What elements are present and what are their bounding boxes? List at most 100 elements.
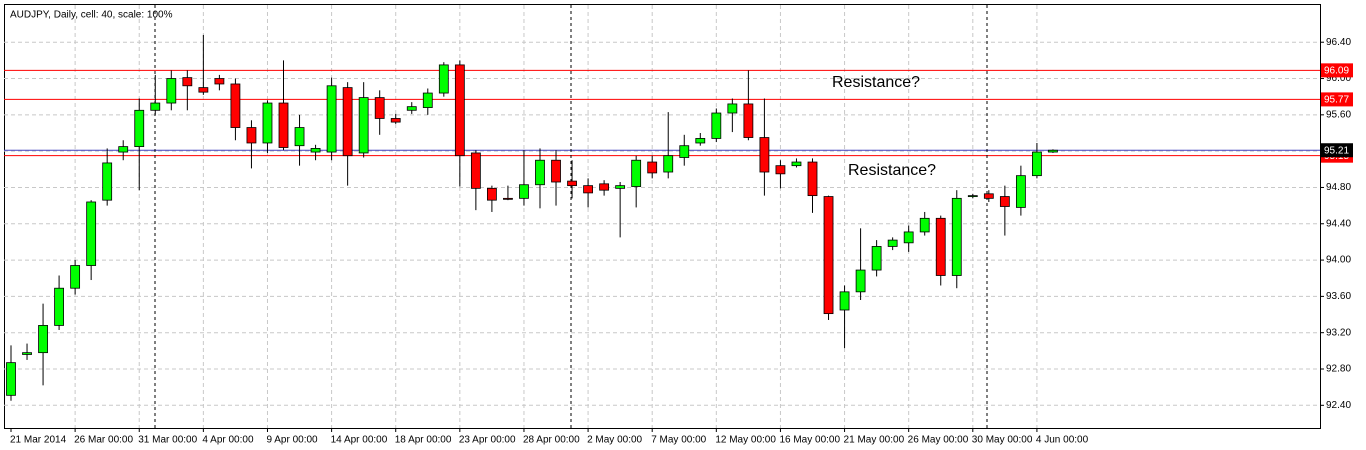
annotation: Resistance?	[832, 74, 920, 91]
price-label: 95.21	[1324, 145, 1349, 156]
candle-body	[454, 64, 465, 157]
candle-body	[583, 185, 593, 194]
candle-body	[567, 180, 577, 187]
candle-body	[486, 187, 497, 201]
chart-title: AUDJPY, Daily, cell: 40, scale: 100%	[10, 10, 173, 21]
candle-body	[118, 146, 129, 153]
candle-body	[38, 325, 48, 354]
candle-body	[743, 103, 754, 138]
candle-body	[406, 106, 417, 111]
candle-body	[342, 87, 353, 157]
candle-body	[390, 118, 401, 123]
candle-body	[278, 102, 289, 148]
x-tick-label: 7 May 00:00	[651, 435, 706, 446]
x-tick-label: 12 May 00:00	[715, 435, 776, 446]
candle-body	[695, 138, 706, 144]
candle-body	[647, 161, 658, 174]
candle-body	[422, 92, 433, 108]
candle-body	[903, 231, 914, 244]
candle-body	[470, 152, 481, 189]
grid	[4, 5, 1320, 428]
candle-body	[919, 217, 930, 233]
price-label-box	[1321, 143, 1353, 158]
y-tick-label: 95.60	[1326, 109, 1351, 120]
x-tick-label: 4 Jun 00:00	[1036, 435, 1089, 446]
plot-frame	[4, 4, 1321, 429]
candle-body	[6, 362, 16, 396]
x-tick-label: 26 Mar 00:00	[74, 435, 133, 446]
candles	[6, 34, 1058, 401]
candle-body	[999, 196, 1010, 207]
candle-body	[871, 246, 882, 271]
candle-body	[70, 265, 81, 289]
x-tick-label: 21 May 00:00	[844, 435, 905, 446]
candle-body	[326, 85, 337, 153]
y-tick-label: 94.40	[1326, 218, 1351, 229]
candle-body	[631, 159, 642, 187]
candle-body	[519, 184, 529, 199]
candle-body	[679, 145, 690, 158]
x-tick-label: 30 May 00:00	[972, 435, 1033, 446]
candle-body	[839, 291, 850, 311]
candle-body	[246, 127, 257, 144]
candle-body	[230, 83, 241, 128]
x-tick-label: 31 Mar 00:00	[138, 435, 197, 446]
candle-body	[967, 195, 978, 198]
candle-body	[823, 196, 834, 315]
candle-body	[358, 97, 369, 154]
y-tick-label: 93.60	[1326, 291, 1351, 302]
candle-body	[711, 112, 722, 139]
y-tick-label: 93.20	[1326, 327, 1351, 338]
x-tick-label: 23 Apr 00:00	[459, 435, 516, 446]
candle-body	[150, 102, 161, 111]
candle-body	[983, 193, 994, 199]
candle-body	[535, 159, 545, 186]
candle-body	[503, 197, 513, 200]
price-label-box	[1321, 92, 1353, 107]
candle-body	[807, 161, 818, 197]
x-tick-label: 18 Apr 00:00	[395, 435, 452, 446]
y-tick-label: 94.80	[1326, 182, 1351, 193]
y-tick-label: 92.80	[1326, 364, 1351, 375]
candle-body	[615, 185, 626, 189]
price-label-box	[1321, 63, 1353, 78]
candle-body	[54, 287, 64, 326]
candle-body	[1048, 149, 1058, 153]
candle-body	[102, 162, 113, 201]
x-tick-label: 16 May 00:00	[779, 435, 840, 446]
candle-body	[951, 197, 962, 276]
candle-body	[374, 97, 385, 119]
candle-body	[663, 155, 674, 173]
candle-body	[22, 352, 32, 355]
candle-body	[86, 201, 97, 266]
candle-body	[438, 64, 449, 94]
x-tick-label: 14 Apr 00:00	[331, 435, 388, 446]
candle-body	[599, 183, 610, 191]
y-tick-label: 92.40	[1326, 400, 1351, 411]
candle-body	[1015, 175, 1026, 208]
candle-body	[310, 148, 321, 153]
x-tick-label: 4 Apr 00:00	[202, 435, 254, 446]
price-label: 96.09	[1324, 65, 1349, 76]
price-axis: 92.4092.8093.2093.6094.0094.4094.8095.20…	[10, 37, 1353, 446]
candle-body	[887, 239, 898, 247]
candle-body	[214, 78, 225, 85]
x-tick-label: 28 Apr 00:00	[523, 435, 580, 446]
y-tick-label: 94.00	[1326, 255, 1351, 266]
candle-body	[727, 103, 738, 114]
candle-body	[855, 269, 866, 293]
x-tick-label: 26 May 00:00	[908, 435, 969, 446]
y-tick-label: 96.00	[1326, 73, 1351, 84]
candle-body	[134, 109, 145, 148]
candle-body	[166, 78, 177, 104]
price-label: 95.77	[1324, 95, 1349, 106]
candle-body	[294, 127, 305, 147]
candle-body	[551, 159, 561, 183]
annotation: Resistance?	[848, 162, 936, 179]
x-tick-label: 9 Apr 00:00	[266, 435, 318, 446]
candle-body	[775, 165, 786, 175]
candle-body	[1032, 151, 1042, 177]
candle-body	[262, 102, 273, 144]
candle-body	[791, 161, 802, 167]
